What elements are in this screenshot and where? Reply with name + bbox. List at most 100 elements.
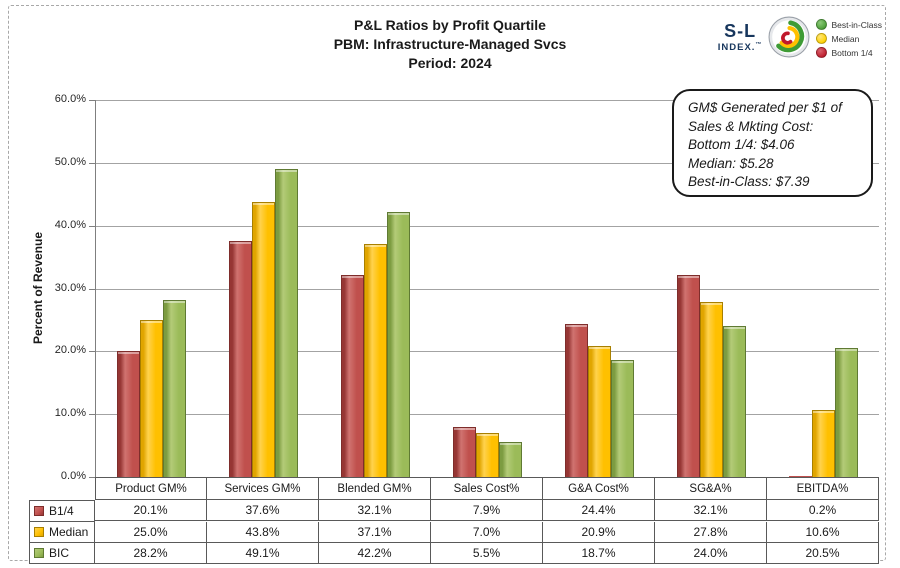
y-tick-mark <box>89 288 95 290</box>
bar <box>811 410 835 477</box>
annotation-line: GM$ Generated per $1 of <box>688 100 842 115</box>
gridline <box>96 351 879 353</box>
table-value-cell: 7.0% <box>431 522 543 543</box>
table-column-header: Blended GM% <box>319 477 431 500</box>
bar <box>834 348 858 477</box>
bar <box>699 302 723 477</box>
table-value-cell: 10.6% <box>767 522 879 543</box>
bar <box>387 211 411 477</box>
gridline <box>96 414 879 416</box>
bar <box>498 442 522 477</box>
bar-group <box>432 100 544 477</box>
bar <box>610 359 634 477</box>
brand-block: S-L INDEX.™ Best-in-Class Median Bottom 1/… <box>718 16 882 59</box>
y-tick-mark <box>89 414 95 416</box>
y-tick-mark <box>89 477 95 478</box>
table-value-cell: 24.4% <box>543 500 655 521</box>
annotation-line: Bottom 1/4: $4.06 <box>688 137 795 153</box>
annotation-callout: GM$ Generated per $1 of Sales & Mkting Co… <box>672 89 873 197</box>
table-value-cell: 32.1% <box>319 500 431 521</box>
bar <box>252 201 276 477</box>
bar <box>140 319 164 477</box>
chart-title-line2: PBM: Infrastructure-Managed Svcs <box>333 36 567 52</box>
series-name: B1/4 <box>49 504 74 518</box>
bar-group <box>543 100 655 477</box>
series-name: Median <box>49 525 89 539</box>
legend-label: Bottom 1/4 <box>831 47 873 58</box>
y-tick-label: 10.0% <box>54 407 86 420</box>
chart-title-line3: Period: 2024 <box>408 55 492 71</box>
table-value-cell: 37.1% <box>319 522 431 543</box>
chart-title-line1: P&L Ratios by Profit Quartile <box>354 17 546 33</box>
brand-wordmark: S-L INDEX.™ <box>718 22 763 53</box>
y-tick-label: 0.0% <box>60 470 86 482</box>
table-column-header: Services GM% <box>207 477 319 500</box>
table-column-header: SG&A% <box>655 477 767 500</box>
table-value-cell: 28.2% <box>95 543 207 564</box>
table-row-label: B1/4 <box>29 500 95 522</box>
table-value-cell: 42.2% <box>319 543 431 564</box>
series-name: BIC <box>49 546 70 560</box>
bar-group <box>655 100 767 477</box>
series-marker-icon <box>34 548 44 558</box>
sl-index-logo-icon <box>768 16 810 58</box>
table-value-cell: 43.8% <box>207 522 319 543</box>
table-value-cell: 27.8% <box>655 522 767 543</box>
legend-dot-icon <box>816 19 828 30</box>
table-row-label: Median <box>29 522 95 543</box>
series-marker-icon <box>34 506 44 516</box>
table-value-cell: 24.0% <box>655 543 767 564</box>
bar <box>564 323 588 477</box>
annotation-line: Median: $5.28 <box>688 155 774 171</box>
bar <box>452 427 476 477</box>
table-column-header: Sales Cost% <box>431 477 543 500</box>
y-tick-mark <box>89 225 95 227</box>
legend-item: Bottom 1/4 <box>816 46 882 59</box>
bar <box>117 350 141 477</box>
table-corner-blank <box>29 477 95 497</box>
trademark-symbol: ™ <box>755 42 763 48</box>
bar-group <box>96 100 208 477</box>
y-tick-label: 40.0% <box>54 218 86 231</box>
table-column-header: EBITDA% <box>767 477 879 500</box>
legend-dot-icon <box>816 47 828 58</box>
table-value-cell: 37.6% <box>207 500 319 521</box>
bar-group <box>767 100 879 477</box>
bar <box>676 275 700 477</box>
y-tick-label: 60.0% <box>54 93 86 105</box>
table-row-label: BIC <box>29 543 95 564</box>
y-tick-mark <box>89 162 95 164</box>
bar-group <box>208 100 320 477</box>
bar <box>364 243 388 477</box>
chart-legend: Best-in-Class Median Bottom 1/4 <box>816 18 882 59</box>
bar <box>341 275 365 477</box>
legend-item: Median <box>816 32 882 45</box>
gridline <box>96 100 879 101</box>
table-value-cell: 0.2% <box>767 500 879 521</box>
bar <box>475 433 499 477</box>
table-value-cell: 25.0% <box>95 522 207 543</box>
y-tick-mark <box>89 351 95 353</box>
gridline <box>96 288 879 290</box>
y-tick-label: 20.0% <box>54 344 86 357</box>
bar <box>229 240 253 477</box>
brand-name: S-L <box>724 21 757 41</box>
table-column-header: G&A Cost% <box>543 477 655 500</box>
bar <box>722 326 746 477</box>
series-marker-icon <box>34 527 44 537</box>
legend-dot-icon <box>816 33 828 44</box>
table-value-cell: 5.5% <box>431 543 543 564</box>
gridline <box>96 162 879 164</box>
table-value-cell: 20.1% <box>95 500 207 521</box>
annotation-line: Best-in-Class: $7.39 <box>688 174 810 190</box>
legend-label: Median <box>831 33 860 44</box>
bar <box>163 299 187 477</box>
chart-title: P&L Ratios by Profit Quartile PBM: Infra… <box>0 16 900 73</box>
table-value-cell: 32.1% <box>655 500 767 521</box>
data-table: Product GM% Services GM% Blended GM% Sales … <box>29 477 879 564</box>
gridline <box>96 225 879 227</box>
bar <box>587 345 611 477</box>
bar-group <box>320 100 432 477</box>
y-tick-label: 50.0% <box>54 155 86 168</box>
